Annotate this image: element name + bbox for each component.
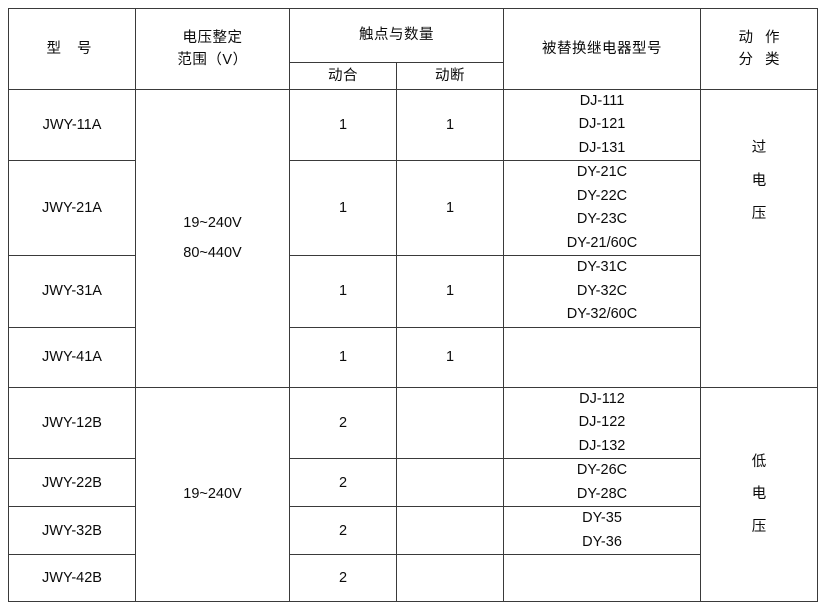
cell-contact-close: 1: [289, 160, 397, 257]
replaced-model-line: DY-28C: [576, 485, 628, 502]
table-row: JWY-31A 1 1 DY-31C DY-32C DY-32/60C: [8, 255, 818, 328]
action-class-line: 压: [751, 205, 767, 222]
replaced-model-line: DJ-122: [578, 414, 626, 431]
cell-contact-close: 1: [289, 88, 397, 162]
replaced-model-line: DJ-121: [578, 116, 626, 133]
cell-voltage-range: 19~240V: [135, 386, 290, 602]
header-voltage-line1: 电压整定: [182, 29, 243, 46]
voltage-line: 19~240V: [183, 486, 242, 503]
replaced-model-line: DY-21C: [576, 164, 628, 181]
cell-contact-open: 1: [396, 255, 504, 328]
replaced-model-line: DY-21/60C: [566, 234, 638, 251]
table-row: JWY-22B 2 DY-26C DY-28C: [8, 458, 818, 508]
table-row: JWY-41A 1 1: [8, 326, 818, 388]
replaced-model-line: DY-26C: [576, 462, 628, 479]
header-row-2: 动合 动断: [9, 62, 818, 90]
relay-spec-table: 型 号 电压整定 范围（V） 触点与数量 被替换继电器型号 动 作 分 类 动合…: [8, 8, 818, 602]
cell-model: JWY-31A: [8, 255, 136, 328]
cell-contact-open: [396, 554, 504, 602]
replaced-model-line: DJ-132: [578, 437, 626, 454]
header-voltage-range: 电压整定 范围（V）: [135, 8, 290, 90]
cell-action-class: 低 电 压: [700, 386, 818, 602]
action-class-line: 压: [751, 518, 767, 535]
cell-contact-open: 1: [396, 160, 504, 257]
cell-model: JWY-41A: [8, 326, 136, 388]
table-body: JWY-11A 19~240V 80~440V 1 1 DJ-111 DJ-12…: [8, 88, 818, 602]
cell-contact-close: 2: [289, 554, 397, 602]
action-class-line: 电: [751, 173, 767, 190]
header-replaced-model: 被替换继电器型号: [503, 8, 701, 90]
cell-contact-open: [396, 386, 504, 460]
cell-contact-close: 2: [289, 506, 397, 556]
header-model: 型 号: [8, 8, 136, 90]
table-row: JWY-11A 19~240V 80~440V 1 1 DJ-111 DJ-12…: [8, 88, 818, 388]
replaced-model-line: DY-36: [582, 533, 622, 550]
replaced-model-line: DY-31C: [576, 259, 628, 276]
table-header: 型 号 电压整定 范围（V） 触点与数量 被替换继电器型号 动 作 分 类 动合…: [8, 8, 818, 90]
cell-replaced-models: [503, 326, 701, 388]
header-action-class: 动 作 分 类: [700, 8, 818, 90]
table-row: JWY-12B 19~240V 2 DJ-112 DJ-122 DJ-132 低…: [8, 386, 818, 602]
cell-contact-close: 2: [289, 458, 397, 508]
replaced-model-line: DY-22C: [576, 187, 628, 204]
cell-model: JWY-21A: [8, 160, 136, 257]
replaced-model-line: DY-23C: [576, 211, 628, 228]
cell-contact-close: 2: [289, 386, 397, 460]
cell-replaced-models: DJ-111 DJ-121 DJ-131: [503, 88, 701, 162]
cell-model: JWY-32B: [8, 506, 136, 556]
cell-replaced-models: [503, 554, 701, 602]
replaced-model-line: DY-35: [582, 510, 622, 527]
table-row: JWY-32B 2 DY-35 DY-36: [8, 506, 818, 556]
table-row: JWY-21A 1 1 DY-21C DY-22C DY-23C DY-21/6…: [8, 160, 818, 257]
header-action-line1: 动 作: [738, 29, 784, 46]
replaced-model-line: DY-32C: [576, 282, 628, 299]
header-contacts-group: 触点与数量: [289, 8, 504, 63]
action-class-line: 过: [751, 140, 767, 157]
cell-contact-open: [396, 458, 504, 508]
header-action-line2: 分 类: [738, 52, 784, 68]
cell-action-class: 过 电 压: [700, 89, 818, 388]
action-class-line: 电: [751, 486, 767, 503]
replaced-model-line: DJ-112: [579, 390, 625, 407]
cell-model: JWY-12B: [8, 386, 136, 460]
cell-contact-close: 1: [289, 255, 397, 328]
replaced-model-line: DJ-131: [578, 139, 626, 156]
cell-replaced-models: DY-21C DY-22C DY-23C DY-21/60C: [503, 160, 701, 257]
voltage-line: 19~240V: [183, 215, 242, 232]
cell-replaced-models: DJ-112 DJ-122 DJ-132: [503, 386, 701, 460]
cell-model: JWY-22B: [8, 458, 136, 508]
header-contact-close: 动合: [289, 62, 397, 90]
cell-voltage-range: 19~240V 80~440V: [135, 89, 290, 388]
cell-model: JWY-11A: [8, 88, 136, 162]
cell-contact-close: 1: [289, 326, 397, 388]
voltage-line: 80~440V: [183, 244, 242, 261]
cell-replaced-models: DY-31C DY-32C DY-32/60C: [503, 255, 701, 328]
replaced-model-line: DY-32/60C: [566, 306, 638, 323]
header-row-1: 型 号 电压整定 范围（V） 触点与数量 被替换继电器型号 动 作 分 类: [8, 8, 818, 90]
replaced-model-line: DJ-111: [579, 93, 625, 109]
table-sheet: 型 号 电压整定 范围（V） 触点与数量 被替换继电器型号 动 作 分 类 动合…: [8, 8, 818, 602]
header-contact-open: 动断: [396, 62, 504, 90]
cell-contact-open: 1: [396, 88, 504, 162]
cell-contact-open: [396, 506, 504, 556]
cell-model: JWY-42B: [8, 554, 136, 602]
action-class-line: 低: [751, 453, 767, 470]
cell-contact-open: 1: [396, 326, 504, 388]
header-voltage-line2: 范围（V）: [177, 52, 248, 68]
cell-replaced-models: DY-35 DY-36: [503, 506, 701, 556]
table-row: JWY-42B 2: [8, 554, 818, 602]
cell-replaced-models: DY-26C DY-28C: [503, 458, 701, 508]
